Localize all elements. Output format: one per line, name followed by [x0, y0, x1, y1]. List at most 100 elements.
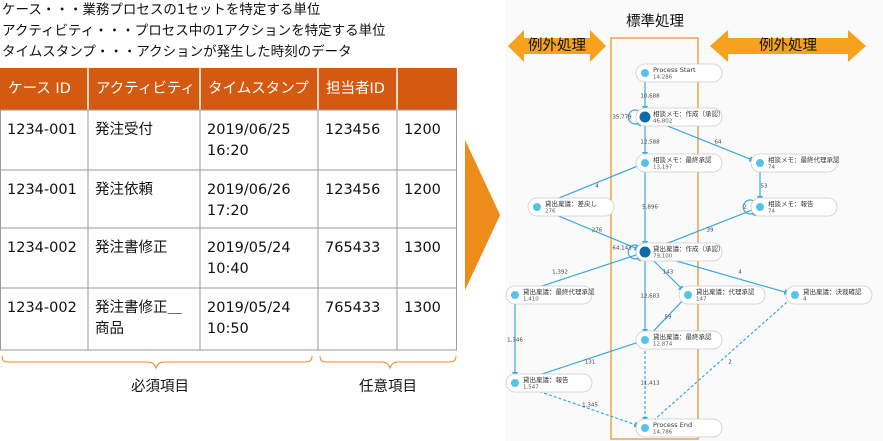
node-count: 1,410: [523, 297, 539, 303]
table-cell: 1200: [404, 182, 441, 198]
edge-label: 2: [743, 205, 747, 211]
node-label: 貸出稟議：決裁確認: [803, 287, 862, 296]
node-label: 貸出稟議：最終代理承認: [523, 287, 595, 296]
node-label: Process End: [653, 421, 692, 429]
edge: [648, 255, 685, 292]
node-box: [635, 153, 723, 173]
table-cell: 1234-002: [7, 300, 77, 316]
node-box: [527, 197, 615, 217]
node-box: [750, 153, 838, 173]
edge-label: 64,143: [612, 246, 632, 252]
table-header-cell: ケース ID: [8, 80, 71, 97]
node-box: [505, 373, 593, 393]
node-label: 貸出稟議：作成（承認）: [653, 244, 725, 253]
node-label: 相談メモ：最終代理承認: [768, 155, 840, 164]
standard-box: [610, 37, 699, 440]
table-cell: 発注書修正＿: [95, 299, 182, 316]
brace-optional: [319, 355, 457, 370]
node-count: 276: [545, 209, 556, 215]
table-header-cell: アクティビティ: [96, 80, 195, 97]
table-header-cell: 担当者ID: [326, 80, 385, 97]
node-label: 貸出稟議：最終承認: [653, 332, 712, 341]
node-icon: [638, 110, 652, 124]
edge: [648, 298, 791, 425]
table-cell: 10:50: [207, 321, 249, 337]
edge-label: 4: [738, 270, 742, 276]
edge-label: 1,392: [552, 270, 568, 276]
node-count: 12,874: [653, 342, 673, 348]
edge: [742, 199, 757, 217]
node-box: [635, 330, 723, 350]
node-count: 14,786: [653, 430, 673, 436]
edge-label: 64: [715, 140, 722, 146]
node-count: 46,802: [653, 119, 672, 125]
node-box: [635, 107, 723, 127]
exception-arrow-left: [508, 30, 606, 62]
edge: [648, 298, 685, 337]
edge-label: 12,683: [640, 294, 660, 300]
table-cell: 123456: [325, 182, 380, 198]
node-count: 14,286: [653, 75, 673, 81]
node-label: 貸出稟議：代理承認: [696, 287, 755, 296]
node-count: 147: [696, 297, 707, 303]
brace-label: 任意項目: [359, 377, 417, 395]
table-cell: 765433: [325, 240, 380, 256]
table-cell: 123456: [325, 122, 380, 138]
edge: [627, 109, 642, 127]
node-label: 相談メモ：作成（承認）: [653, 109, 725, 118]
edge-label: 143: [663, 270, 674, 276]
node-icon: [683, 290, 693, 300]
table-cell: 1234-001: [7, 182, 77, 198]
node-label: 貸出稟議：差戻し: [545, 199, 597, 208]
node-icon: [510, 378, 520, 388]
node-box: [750, 197, 838, 217]
table-cell: 2019/06/26: [207, 182, 291, 198]
table-cell: 10:40: [207, 261, 249, 277]
table-cell: 2019/06/25: [207, 122, 291, 138]
edge-label: 53: [761, 184, 768, 190]
edge-label: 39: [707, 228, 714, 234]
table-header-cell: タイムスタンプ: [208, 80, 309, 97]
edge: [627, 244, 642, 262]
node-label: 相談メモ：報告: [768, 199, 814, 208]
edge-label: 59: [665, 315, 672, 321]
node-count: 74: [768, 209, 775, 215]
edge-label: 1,345: [582, 403, 598, 409]
table-cell: 1200: [404, 122, 441, 138]
node-box: [635, 63, 723, 83]
node-count: 79,100: [653, 254, 673, 260]
table-cell: 2019/05/24: [207, 300, 291, 316]
node-label: 貸出稟議：報告: [523, 375, 569, 384]
edge-label: 276: [592, 228, 603, 234]
table-cell: 1234-001: [7, 122, 77, 138]
table-cell: 16:20: [207, 143, 249, 159]
table-cell: 17:20: [207, 203, 249, 219]
brace-required: [1, 355, 313, 370]
edge-label: 131: [585, 360, 596, 366]
edge-label: 4: [595, 184, 599, 190]
node-icon: [755, 202, 765, 212]
table-cell: 1300: [404, 240, 441, 256]
table-cell: 1234-002: [7, 240, 77, 256]
edge-label: 2: [728, 360, 732, 366]
node-icon: [640, 68, 650, 78]
edge-label: 12,588: [640, 140, 660, 146]
node-icon: [532, 202, 542, 212]
node-count: 1,547: [523, 385, 539, 391]
edge-label: 35,779: [612, 115, 632, 121]
node-icon: [510, 290, 520, 300]
node-icon: [755, 158, 765, 168]
standard-label: 標準処理: [626, 13, 684, 30]
table-cell: 発注書修正: [95, 239, 168, 256]
exception-label: 例外処理: [528, 37, 586, 54]
node-icon: [790, 290, 800, 300]
table-cell: 商品: [95, 320, 124, 337]
chevron-arrow-body: [465, 140, 500, 290]
node-count: 13,197: [653, 165, 673, 171]
node-icon: [640, 158, 650, 168]
table-cell: 発注依頼: [95, 181, 153, 198]
table-cell: 765433: [325, 300, 380, 316]
node-icon: [640, 335, 650, 345]
node-label: Process Start: [653, 66, 696, 74]
